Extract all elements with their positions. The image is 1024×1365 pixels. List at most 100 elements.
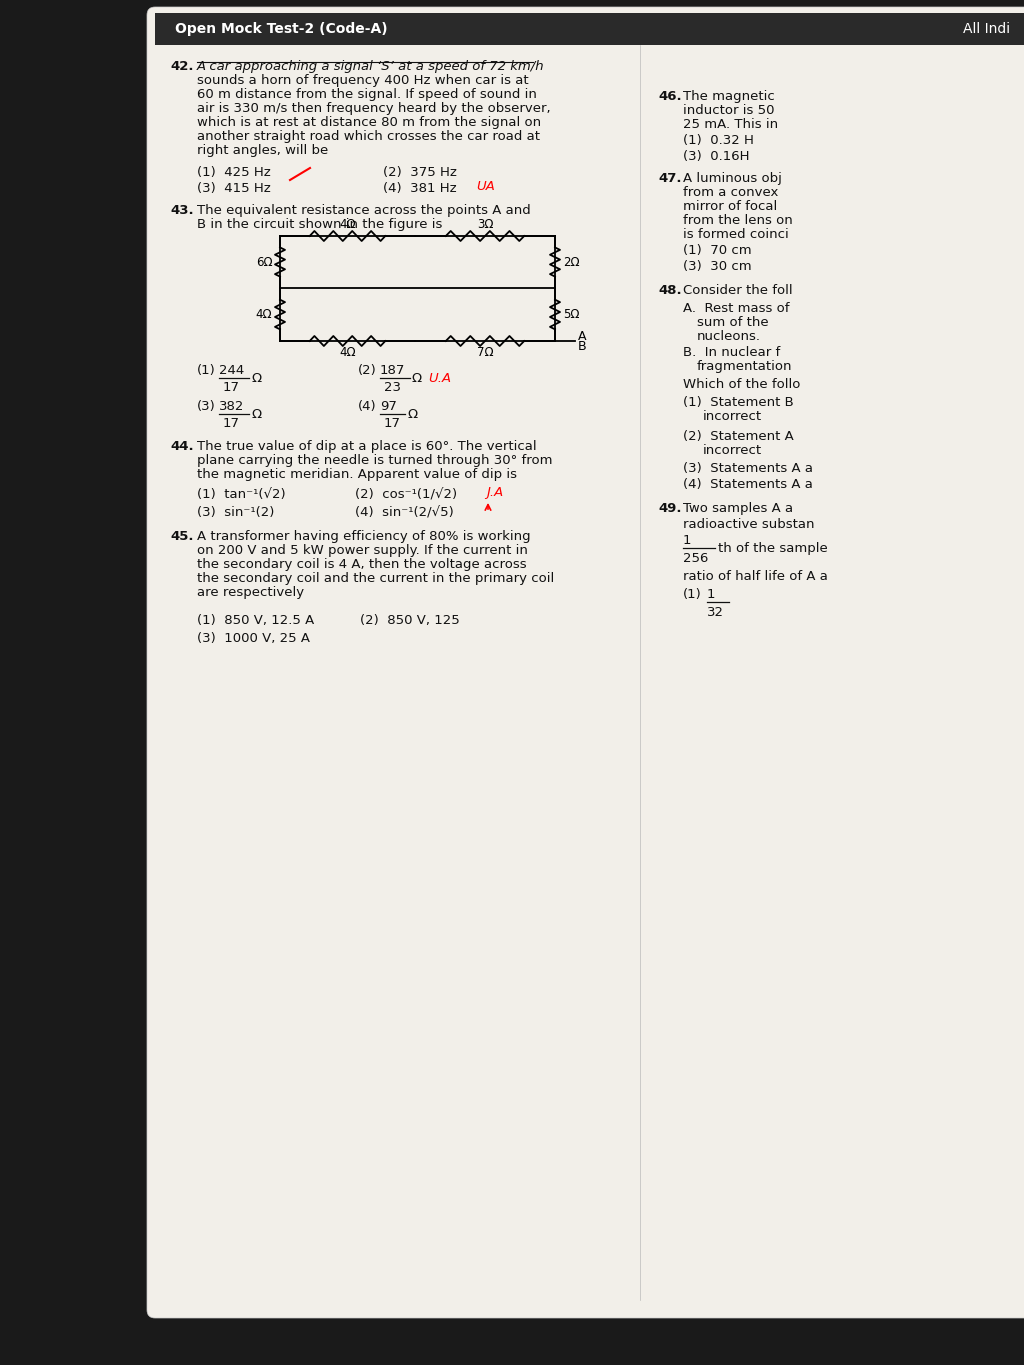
Text: 49.: 49. [658, 502, 682, 515]
Text: UA: UA [476, 180, 495, 192]
Text: 60 m distance from the signal. If speed of sound in: 60 m distance from the signal. If speed … [197, 87, 537, 101]
Text: B.  In nuclear f: B. In nuclear f [683, 345, 780, 359]
Text: 256: 256 [683, 551, 709, 565]
Text: Two samples A a: Two samples A a [683, 502, 794, 515]
Text: another straight road which crosses the car road at: another straight road which crosses the … [197, 130, 540, 143]
Text: 45.: 45. [170, 530, 194, 543]
Text: 2Ω: 2Ω [562, 255, 580, 269]
Text: 1: 1 [683, 534, 691, 547]
Text: (3)  Statements A a: (3) Statements A a [683, 461, 813, 475]
Text: 3Ω: 3Ω [477, 217, 494, 231]
Text: Ω: Ω [251, 408, 261, 420]
Text: (3)  sin⁻¹(2): (3) sin⁻¹(2) [197, 506, 274, 519]
Text: 382: 382 [219, 400, 245, 414]
Text: The equivalent resistance across the points A and: The equivalent resistance across the poi… [197, 203, 530, 217]
Text: 44.: 44. [170, 440, 194, 453]
Text: (2)  375 Hz: (2) 375 Hz [383, 167, 457, 179]
Text: incorrect: incorrect [703, 444, 762, 457]
Text: from a convex: from a convex [683, 186, 778, 199]
Text: is formed coinci: is formed coinci [683, 228, 788, 242]
Text: which is at rest at distance 80 m from the signal on: which is at rest at distance 80 m from t… [197, 116, 541, 130]
Text: All Indi: All Indi [963, 22, 1010, 35]
Text: th of the sample: th of the sample [718, 542, 827, 556]
Text: B: B [578, 340, 587, 354]
Text: (3)  30 cm: (3) 30 cm [683, 259, 752, 273]
Text: incorrect: incorrect [703, 410, 762, 423]
Text: (1)  Statement B: (1) Statement B [683, 396, 794, 410]
Text: Which of the follo: Which of the follo [683, 378, 801, 390]
Text: (1): (1) [683, 588, 701, 601]
Text: from the lens on: from the lens on [683, 214, 793, 227]
Text: (1)  425 Hz: (1) 425 Hz [197, 167, 270, 179]
Text: plane carrying the needle is turned through 30° from: plane carrying the needle is turned thro… [197, 455, 553, 467]
Text: on 200 V and 5 kW power supply. If the current in: on 200 V and 5 kW power supply. If the c… [197, 545, 528, 557]
Text: 97: 97 [380, 400, 397, 414]
Text: Ω: Ω [407, 408, 417, 420]
Text: 1: 1 [707, 588, 716, 601]
Text: 48.: 48. [658, 284, 682, 298]
Text: U.A: U.A [428, 373, 452, 385]
Text: Open Mock Test-2 (Code-A): Open Mock Test-2 (Code-A) [175, 22, 388, 35]
Text: A: A [578, 329, 587, 343]
Text: 17: 17 [223, 381, 240, 394]
Text: 4Ω: 4Ω [256, 308, 272, 321]
Text: J.A: J.A [486, 486, 503, 500]
Text: (3)  1000 V, 25 A: (3) 1000 V, 25 A [197, 632, 310, 646]
Text: right angles, will be: right angles, will be [197, 143, 329, 157]
Text: (2)  Statement A: (2) Statement A [683, 430, 794, 444]
Text: (4)  Statements A a: (4) Statements A a [683, 478, 813, 491]
Text: 17: 17 [384, 416, 401, 430]
Text: (2): (2) [358, 364, 377, 377]
FancyBboxPatch shape [147, 7, 1024, 1319]
Text: (4)  sin⁻¹(2/√5): (4) sin⁻¹(2/√5) [355, 506, 454, 519]
Text: nucleons.: nucleons. [697, 330, 761, 343]
Text: 244: 244 [219, 364, 245, 377]
Text: 6Ω: 6Ω [256, 255, 272, 269]
Text: B in the circuit shown in the figure is: B in the circuit shown in the figure is [197, 218, 442, 231]
Text: 25 mA. This in: 25 mA. This in [683, 117, 778, 131]
Text: (1)  850 V, 12.5 A: (1) 850 V, 12.5 A [197, 614, 314, 627]
Text: 42.: 42. [170, 60, 194, 72]
Text: are respectively: are respectively [197, 586, 304, 599]
Text: sum of the: sum of the [697, 317, 769, 329]
Text: (4): (4) [358, 400, 377, 414]
Text: 187: 187 [380, 364, 406, 377]
Text: (2)  cos⁻¹(1/√2): (2) cos⁻¹(1/√2) [355, 489, 457, 501]
Text: A.  Rest mass of: A. Rest mass of [683, 302, 790, 315]
Text: A car approaching a signal ‘S’ at a speed of 72 km/h: A car approaching a signal ‘S’ at a spee… [197, 60, 545, 72]
Text: ratio of half life of A a: ratio of half life of A a [683, 571, 827, 583]
Text: sounds a horn of frequency 400 Hz when car is at: sounds a horn of frequency 400 Hz when c… [197, 74, 528, 87]
Text: Ω: Ω [251, 373, 261, 385]
Text: (1)  0.32 H: (1) 0.32 H [683, 134, 754, 147]
Text: 17: 17 [223, 416, 240, 430]
Text: 4Ω: 4Ω [339, 347, 355, 359]
Text: (2)  850 V, 125: (2) 850 V, 125 [360, 614, 460, 627]
Text: (1): (1) [197, 364, 216, 377]
Text: (4)  381 Hz: (4) 381 Hz [383, 182, 457, 195]
Bar [155, 14, 1024, 45]
Text: (3)  415 Hz: (3) 415 Hz [197, 182, 270, 195]
Text: (1)  70 cm: (1) 70 cm [683, 244, 752, 257]
Text: A transformer having efficiency of 80% is working: A transformer having efficiency of 80% i… [197, 530, 530, 543]
Text: Ω: Ω [412, 373, 422, 385]
Text: 4Ω: 4Ω [339, 217, 355, 231]
Text: 46.: 46. [658, 90, 682, 102]
Text: mirror of focal: mirror of focal [683, 201, 777, 213]
Text: the magnetic meridian. Apparent value of dip is: the magnetic meridian. Apparent value of… [197, 468, 517, 480]
Text: (1)  tan⁻¹(√2): (1) tan⁻¹(√2) [197, 489, 286, 501]
Text: 7Ω: 7Ω [477, 347, 494, 359]
Text: 32: 32 [707, 606, 724, 618]
Text: 43.: 43. [170, 203, 194, 217]
Text: air is 330 m/s then frequency heard by the observer,: air is 330 m/s then frequency heard by t… [197, 102, 551, 115]
Text: fragmentation: fragmentation [697, 360, 793, 373]
Text: the secondary coil is 4 A, then the voltage across: the secondary coil is 4 A, then the volt… [197, 558, 526, 571]
Text: A luminous obj: A luminous obj [683, 172, 782, 186]
Text: radioactive substan: radioactive substan [683, 517, 814, 531]
Text: the secondary coil and the current in the primary coil: the secondary coil and the current in th… [197, 572, 554, 586]
Text: (3): (3) [197, 400, 216, 414]
Text: (3)  0.16H: (3) 0.16H [683, 150, 750, 162]
Text: inductor is 50: inductor is 50 [683, 104, 774, 117]
Text: 5Ω: 5Ω [563, 308, 580, 321]
Text: The magnetic: The magnetic [683, 90, 775, 102]
Text: 47.: 47. [658, 172, 682, 186]
